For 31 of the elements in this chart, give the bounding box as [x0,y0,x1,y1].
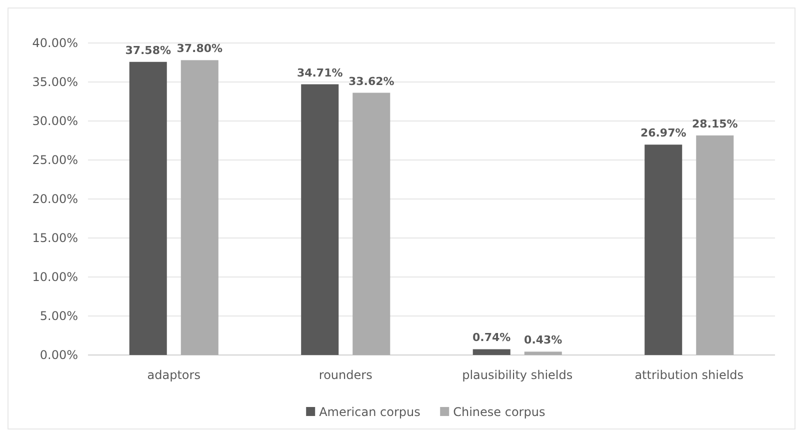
y-tick-label: 15.00% [32,231,78,246]
x-tick-label: adaptors [147,368,200,382]
bar [352,92,390,355]
x-tick-label: plausibility shields [462,368,573,382]
y-tick-label: 35.00% [32,75,78,90]
data-label: 0.74% [472,331,511,344]
legend-label: Chinese corpus [453,405,546,420]
y-tick-label: 40.00% [32,36,78,50]
bar [472,349,510,355]
y-tick-label: 5.00% [40,309,78,324]
y-tick-label: 20.00% [32,192,78,206]
x-tick-label: rounders [318,368,372,382]
y-tick-label: 30.00% [32,114,78,128]
bar [180,60,218,355]
data-label: 0.43% [524,334,562,347]
data-label: 26.97% [640,126,686,140]
data-label: 34.71% [296,66,343,80]
y-tick-label: 10.00% [32,270,78,284]
bar [301,84,339,355]
data-label: 37.58% [125,44,172,57]
y-tick-label: 0.00% [40,348,78,362]
legend-label: American corpus [319,405,420,420]
bar [696,135,734,355]
data-label: 33.62% [348,74,394,88]
bar [644,144,682,355]
data-label: 28.15% [692,117,738,130]
y-tick-label: 25.00% [32,153,78,168]
bar [129,62,167,355]
bar [524,352,562,355]
x-tick-label: attribution shields [634,368,744,382]
data-label: 37.80% [176,42,223,56]
